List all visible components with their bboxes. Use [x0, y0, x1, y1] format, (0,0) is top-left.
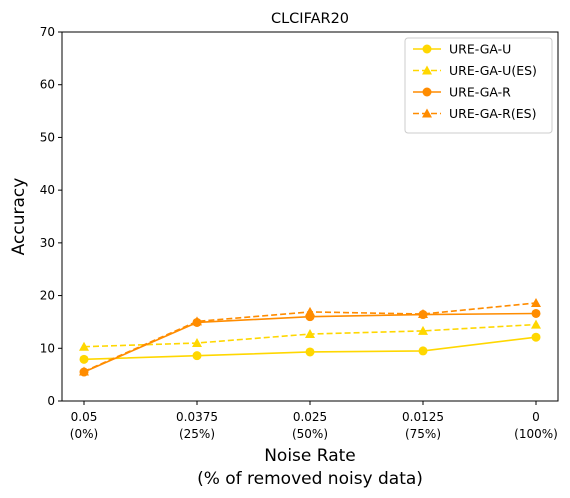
series-1: [79, 319, 541, 351]
y-tick-label: 70: [40, 25, 55, 39]
legend-box: [404, 37, 553, 134]
data-point: [79, 354, 89, 364]
legend-marker: [422, 108, 432, 118]
legend-label: URE-GA-R: [449, 85, 511, 100]
y-tick-label: 30: [40, 236, 55, 250]
y-axis-label: Accuracy: [9, 178, 29, 256]
data-point: [192, 338, 202, 348]
x-tick-label: 0: [532, 410, 540, 424]
legend-marker: [422, 87, 432, 97]
data-point: [192, 351, 202, 361]
data-point: [418, 309, 428, 319]
x-tick-label-percent: (25%): [179, 427, 215, 441]
legend-label: URE-GA-R(ES): [449, 106, 536, 121]
x-tick-label: 0.05: [71, 410, 98, 424]
x-tick-label-percent: (75%): [405, 427, 441, 441]
y-axis: 0 10 20 30 40 50 60 70: [40, 25, 62, 408]
legend-marker: [422, 44, 432, 54]
x-tick-label: 0.0125: [402, 410, 444, 424]
legend-label: URE-GA-U(ES): [449, 63, 537, 78]
legend-label: URE-GA-U: [449, 42, 511, 57]
legend-marker: [422, 65, 432, 75]
y-tick-label: 0: [47, 394, 55, 408]
data-point: [79, 341, 89, 351]
x-tick-label: 0.0375: [176, 410, 218, 424]
data-point: [531, 319, 541, 329]
series-layer: [79, 297, 541, 377]
x-axis: 0.05 (0%) 0.0375 (25%) 0.025 (50%) 0.0125 (75%)…: [70, 401, 558, 441]
data-point: [305, 329, 315, 339]
x-axis-label: Noise Rate: [264, 446, 356, 466]
data-point: [418, 346, 428, 356]
data-point: [305, 306, 315, 316]
data-point: [531, 297, 541, 307]
x-tick-label-percent: (0%): [70, 427, 98, 441]
data-point: [79, 366, 89, 376]
y-tick-label: 10: [40, 341, 55, 355]
y-tick-label: 40: [40, 183, 55, 197]
chart-title: CLCIFAR20: [271, 11, 349, 27]
data-point: [418, 325, 428, 335]
x-axis-label-sub: (% of removed noisy data): [197, 469, 423, 489]
legend: URE-GA-U URE-GA-U(ES) URE-GA-R URE-GA-R(ES): [404, 37, 553, 134]
data-point: [531, 308, 541, 318]
data-point: [531, 332, 541, 342]
x-tick-label-percent: (100%): [514, 427, 558, 441]
y-tick-label: 20: [40, 289, 55, 303]
series-0: [79, 332, 541, 364]
data-point: [192, 316, 202, 326]
series-3: [79, 297, 541, 376]
y-tick-label: 60: [40, 78, 55, 92]
x-tick-label-percent: (50%): [292, 427, 328, 441]
data-point: [305, 347, 315, 357]
y-tick-label: 50: [40, 130, 55, 144]
x-tick-label: 0.025: [293, 410, 327, 424]
